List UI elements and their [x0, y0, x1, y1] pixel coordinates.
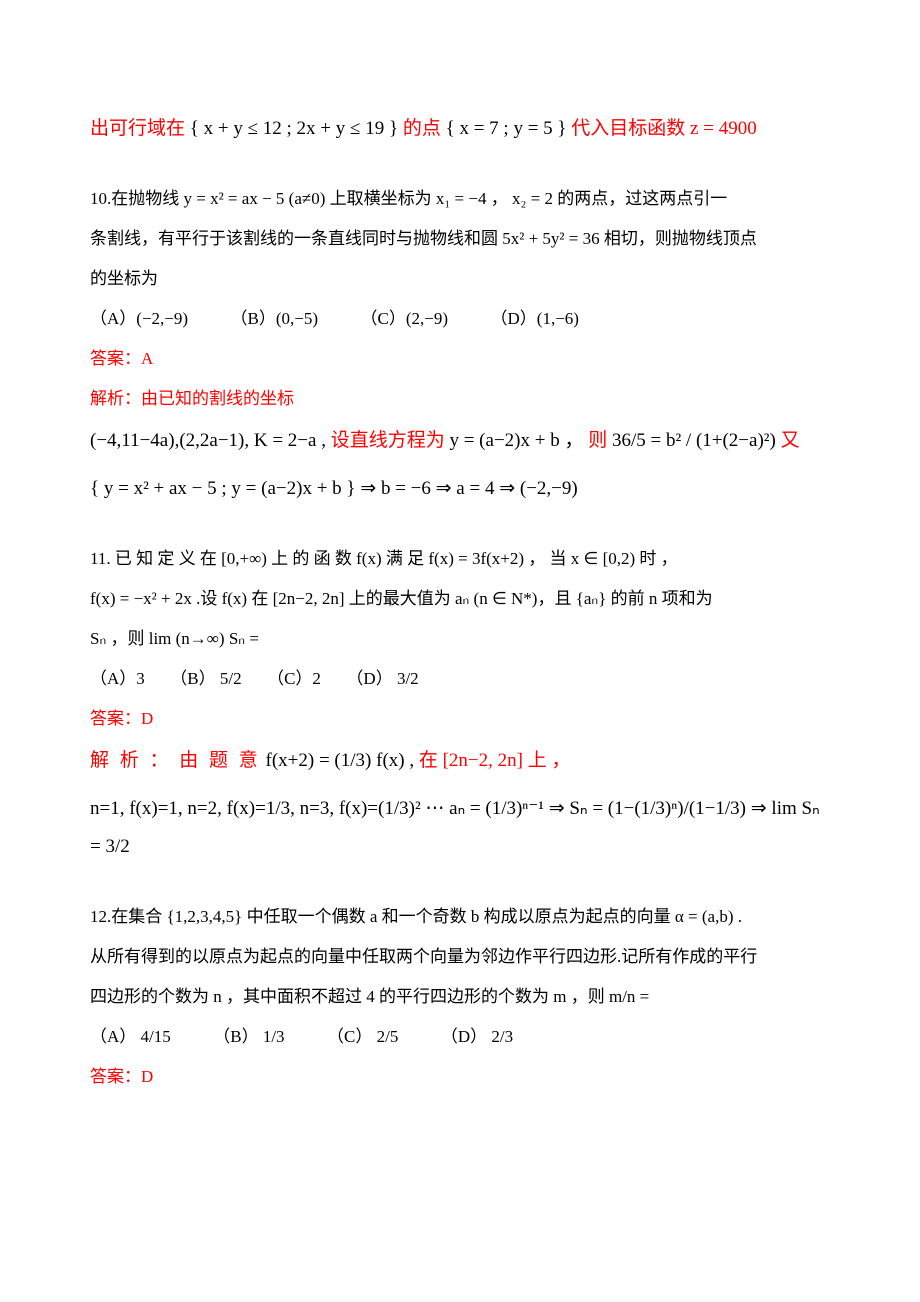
- q10-sol2-a: (−4,11−4a),(2,2a−1), K = 2−a ,: [90, 430, 326, 451]
- q11-stem-2: f(x) = −x² + 2x .设 f(x) 在 [2n−2, 2n] 上的最…: [90, 582, 830, 616]
- q11-sol-2: n=1, f(x)=1, n=2, f(x)=1/3, n=3, f(x)=(1…: [90, 790, 830, 866]
- q12-options: （A） 4/15 （B） 1/3 （C） 2/5 （D） 2/3: [90, 1020, 830, 1054]
- intro-post: 代入目标函数 z = 4900: [571, 118, 756, 139]
- q10-sol2-e: 36/5 = b² / (1+(2−a)²): [612, 430, 781, 451]
- q12-stem-3: 四边形的个数为 n ，其中面积不超过 4 的平行四边形的个数为 m ，则 m/n…: [90, 980, 830, 1014]
- q11-stem-3: Sₙ ，则 lim (n→∞) Sₙ =: [90, 622, 830, 656]
- q10-sol-1: 解析：由已知的割线的坐标: [90, 382, 830, 416]
- q10-sol-3: { y = x² + ax − 5 ; y = (a−2)x + b } ⇒ b…: [90, 470, 830, 508]
- q12-answer: 答案：D: [90, 1060, 830, 1094]
- q10-sol2-f: 又: [781, 430, 800, 451]
- q10-answer: 答案：A: [90, 342, 830, 376]
- intro-point: { x = 7 ; y = 5 }: [446, 118, 567, 139]
- q11-sol1-a: 解 析 ： 由 题 意: [90, 750, 261, 771]
- q12-stem-2: 从所有得到的以原点为起点的向量中任取两个向量为邻边作平行四边形.记所有作成的平行: [90, 940, 830, 974]
- q10-stem-2: 条割线，有平行于该割线的一条直线同时与抛物线和圆 5x² + 5y² = 36 …: [90, 222, 830, 256]
- q10-stem-3: 的坐标为: [90, 262, 830, 296]
- q11-sol-1: 解 析 ： 由 题 意 f(x+2) = (1/3) f(x) , 在 [2n−…: [90, 742, 830, 780]
- q10-options: （A）(−2,−9) （B）(0,−5) （C）(2,−9) （D）(1,−6): [90, 302, 830, 336]
- intro-constraints: { x + y ≤ 12 ; 2x + y ≤ 19 }: [190, 118, 398, 139]
- q10-sol2-c: y = (a−2)x + b ，: [449, 430, 583, 451]
- q11-stem-1: 11. 已 知 定 义 在 [0,+∞) 上 的 函 数 f(x) 满 足 f(…: [90, 542, 830, 576]
- q12-stem-1: 12.在集合 {1,2,3,4,5} 中任取一个偶数 a 和一个奇数 b 构成以…: [90, 900, 830, 934]
- q11-sol1-b: f(x+2) = (1/3) f(x) ,: [266, 750, 415, 771]
- q11-options: （A）3 （B） 5/2 （C）2 （D） 3/2: [90, 662, 830, 696]
- intro-mid: 的点: [403, 118, 441, 139]
- q10-sol-2: (−4,11−4a),(2,2a−1), K = 2−a , 设直线方程为 y …: [90, 422, 830, 460]
- q10-sol2-b: 设直线方程为: [331, 430, 445, 451]
- q11-sol1-c: 在 [2n−2, 2n] 上 ，: [419, 750, 571, 771]
- intro-fragment: 出可行域在 { x + y ≤ 12 ; 2x + y ≤ 19 } 的点 { …: [90, 110, 830, 148]
- intro-pre: 出可行域在: [90, 118, 185, 139]
- q10-stem-1: 10.在抛物线 y = x² = ax − 5 (a≠0) 上取横坐标为 x₁ …: [90, 182, 830, 216]
- q11-answer: 答案：D: [90, 702, 830, 736]
- q10-sol2-d: 则: [588, 430, 607, 451]
